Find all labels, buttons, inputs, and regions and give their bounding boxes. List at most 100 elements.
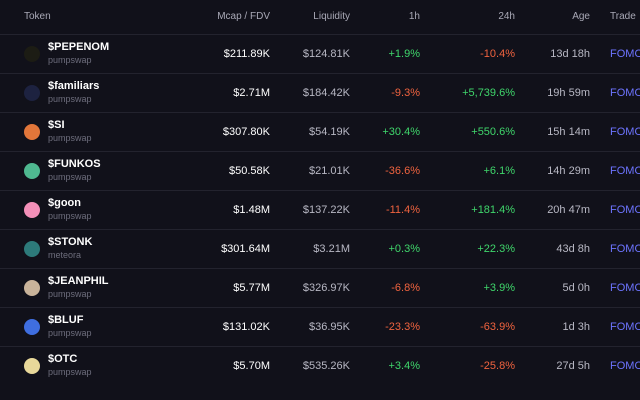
frog-avatar-icon: [24, 45, 40, 62]
table-row[interactable]: $SI pumpswap $307.80K $54.19K +30.4% +55…: [0, 111, 640, 151]
mcap-cell: $2.71M: [160, 72, 280, 112]
table-row[interactable]: $familiars pumpswap $2.71M $184.42K -9.3…: [0, 72, 640, 112]
token-cell: $goon pumpswap: [0, 189, 160, 229]
header-trade: Trade: [610, 11, 636, 23]
header-token[interactable]: Token: [24, 11, 51, 23]
liquidity-cell: $124.81K: [280, 33, 360, 73]
token-venue: pumpswap: [48, 171, 92, 182]
token-symbol[interactable]: $SI: [48, 118, 65, 131]
header-age[interactable]: Age: [572, 11, 590, 23]
token-symbol[interactable]: $JEANPHIL: [48, 274, 109, 287]
change-1h-cell: +3.4%: [360, 345, 430, 385]
fomo-button[interactable]: FOMO: [610, 86, 640, 99]
header-1h[interactable]: 1h: [408, 11, 420, 23]
token-cell: $FUNKOS pumpswap: [0, 150, 160, 190]
liquidity-cell: $535.26K: [280, 345, 360, 385]
change-24h-cell: +3.9%: [430, 267, 525, 307]
token-symbol[interactable]: $PEPENOM: [48, 40, 110, 53]
token-cell: $STONK meteora: [0, 228, 160, 268]
fomo-button[interactable]: FOMO: [610, 281, 640, 294]
header-24h[interactable]: 24h: [498, 11, 515, 23]
fomo-button[interactable]: FOMO: [610, 242, 640, 255]
age-cell: 20h 47m: [525, 189, 600, 229]
trade-cell: FOMO: [600, 267, 640, 307]
token-venue: pumpswap: [48, 132, 92, 143]
table-row[interactable]: $PEPENOM pumpswap $211.89K $124.81K +1.9…: [0, 33, 640, 73]
change-1h-cell: +30.4%: [360, 111, 430, 151]
trade-cell: FOMO: [600, 345, 640, 385]
age-cell: 1d 3h: [525, 306, 600, 346]
change-24h-cell: +5,739.6%: [430, 72, 525, 112]
token-symbol[interactable]: $goon: [48, 196, 81, 209]
token-venue: pumpswap: [48, 366, 92, 377]
mcap-cell: $307.80K: [160, 111, 280, 151]
mcap-cell: $211.89K: [160, 33, 280, 73]
change-24h-cell: +181.4%: [430, 189, 525, 229]
trade-cell: FOMO: [600, 72, 640, 112]
token-venue: pumpswap: [48, 288, 92, 299]
token-cell: $familiars pumpswap: [0, 72, 160, 112]
table-row[interactable]: $BLUF pumpswap $131.02K $36.95K -23.3% -…: [0, 306, 640, 346]
trade-cell: FOMO: [600, 33, 640, 73]
age-cell: 14h 29m: [525, 150, 600, 190]
age-cell: 13d 18h: [525, 33, 600, 73]
token-cell: $SI pumpswap: [0, 111, 160, 151]
trade-cell: FOMO: [600, 150, 640, 190]
sunset-avatar-icon: [24, 123, 40, 140]
mcap-cell: $131.02K: [160, 306, 280, 346]
blue-face-avatar-icon: [24, 318, 40, 335]
age-cell: 27d 5h: [525, 345, 600, 385]
table-row[interactable]: $goon pumpswap $1.48M $137.22K -11.4% +1…: [0, 189, 640, 229]
token-venue: meteora: [48, 249, 82, 260]
change-1h-cell: -6.8%: [360, 267, 430, 307]
table-row[interactable]: $STONK meteora $301.64M $3.21M +0.3% +22…: [0, 228, 640, 268]
table-row[interactable]: $FUNKOS pumpswap $50.58K $21.01K -36.6% …: [0, 150, 640, 190]
mcap-cell: $1.48M: [160, 189, 280, 229]
token-cell: $JEANPHIL pumpswap: [0, 267, 160, 307]
change-1h-cell: +1.9%: [360, 33, 430, 73]
token-cell: $PEPENOM pumpswap: [0, 33, 160, 73]
age-cell: 15h 14m: [525, 111, 600, 151]
mcap-cell: $5.70M: [160, 345, 280, 385]
change-1h-cell: -36.6%: [360, 150, 430, 190]
liquidity-cell: $3.21M: [280, 228, 360, 268]
change-24h-cell: -10.4%: [430, 33, 525, 73]
token-symbol[interactable]: $STONK: [48, 235, 93, 248]
table-row[interactable]: $OTC pumpswap $5.70M $535.26K +3.4% -25.…: [0, 345, 640, 385]
change-24h-cell: -25.8%: [430, 345, 525, 385]
liquidity-cell: $184.42K: [280, 72, 360, 112]
liquidity-cell: $54.19K: [280, 111, 360, 151]
age-cell: 5d 0h: [525, 267, 600, 307]
token-symbol[interactable]: $FUNKOS: [48, 157, 101, 170]
trade-cell: FOMO: [600, 306, 640, 346]
fomo-button[interactable]: FOMO: [610, 359, 640, 372]
stonk-avatar-icon: [24, 240, 40, 257]
table-header-row: Token Mcap / FDV Liquidity 1h 24h Age Tr…: [0, 0, 640, 34]
mcap-cell: $50.58K: [160, 150, 280, 190]
token-symbol[interactable]: $familiars: [48, 79, 100, 92]
token-symbol[interactable]: $OTC: [48, 352, 78, 365]
liquidity-cell: $137.22K: [280, 189, 360, 229]
change-24h-cell: +6.1%: [430, 150, 525, 190]
fomo-button[interactable]: FOMO: [610, 125, 640, 138]
change-24h-cell: +550.6%: [430, 111, 525, 151]
liquidity-cell: $36.95K: [280, 306, 360, 346]
fomo-button[interactable]: FOMO: [610, 164, 640, 177]
age-cell: 19h 59m: [525, 72, 600, 112]
fomo-button[interactable]: FOMO: [610, 203, 640, 216]
header-mcap[interactable]: Mcap / FDV: [217, 11, 270, 23]
header-liquidity[interactable]: Liquidity: [313, 11, 350, 23]
table-row[interactable]: $JEANPHIL pumpswap $5.77M $326.97K -6.8%…: [0, 267, 640, 307]
token-venue: pumpswap: [48, 327, 92, 338]
fomo-button[interactable]: FOMO: [610, 47, 640, 60]
trade-cell: FOMO: [600, 228, 640, 268]
fomo-button[interactable]: FOMO: [610, 320, 640, 333]
change-1h-cell: +0.3%: [360, 228, 430, 268]
liquidity-cell: $21.01K: [280, 150, 360, 190]
pink-blob-avatar-icon: [24, 201, 40, 218]
change-24h-cell: +22.3%: [430, 228, 525, 268]
token-symbol[interactable]: $BLUF: [48, 313, 84, 326]
change-1h-cell: -9.3%: [360, 72, 430, 112]
otc-avatar-icon: [24, 357, 40, 374]
